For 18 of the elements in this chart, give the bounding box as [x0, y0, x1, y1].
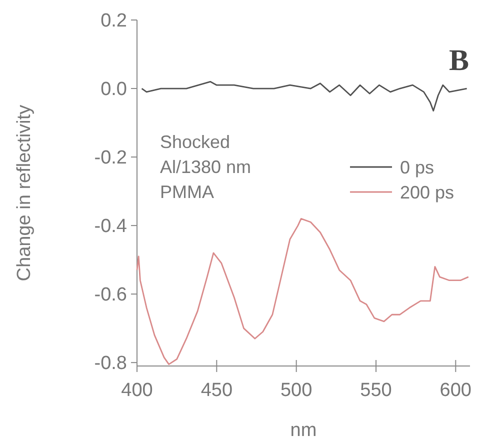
x-axis-title: nm [290, 420, 317, 441]
y-tick-label: -0.8 [94, 353, 127, 374]
x-tick-label: 600 [440, 380, 472, 401]
line-series [141, 80, 468, 112]
x-tick-label: 450 [200, 380, 233, 401]
y-tick-label: 0.0 [100, 79, 127, 100]
x-tick-label: 400 [121, 380, 153, 401]
y-tick-label: -0.2 [94, 148, 127, 169]
y-axis-title: Change in reflectivity [14, 104, 35, 282]
annotation: B [448, 44, 469, 77]
legend-title: Shocked Al/1380 nm PMMA [160, 132, 252, 202]
legend-label: 0 ps [400, 157, 434, 178]
y-tick-label: 0.2 [100, 10, 127, 32]
x-tick-label: 500 [280, 380, 312, 401]
y-tick-label: -0.6 [94, 284, 127, 306]
y-tick-label: -0.4 [94, 216, 128, 238]
legend-label: 200 ps [400, 182, 454, 202]
x-tick-label: 550 [360, 380, 392, 401]
